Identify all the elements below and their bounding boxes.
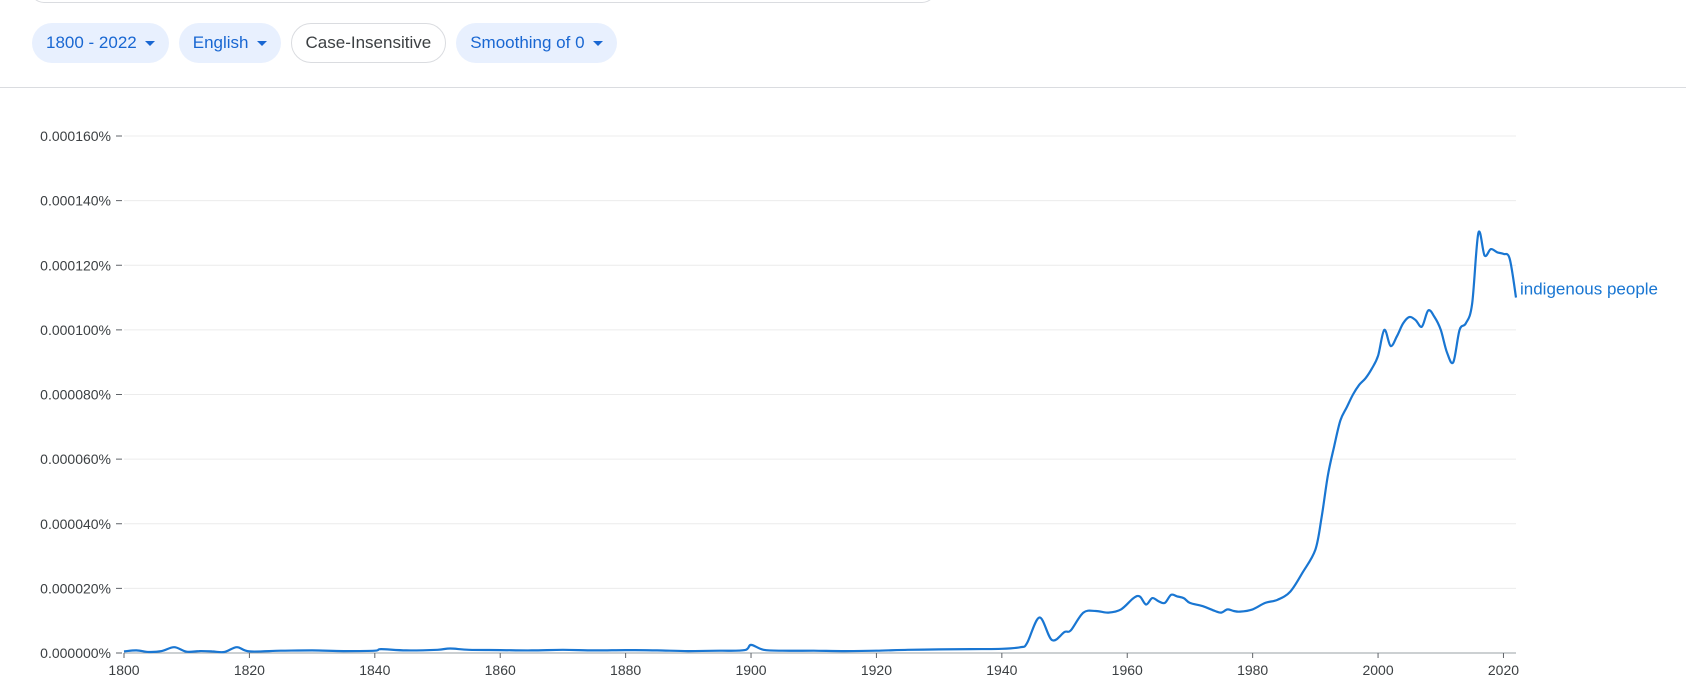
year-range-label: 1800 - 2022 xyxy=(46,33,137,52)
x-tick-label: 1960 xyxy=(1112,662,1143,678)
filter-bar: 1800 - 2022 English Case-Insensitive Smo… xyxy=(32,23,617,63)
y-tick-label: 0.000060% xyxy=(40,451,111,467)
case-label: Case-Insensitive xyxy=(305,33,432,52)
chevron-down-icon xyxy=(592,40,603,46)
smoothing-dropdown[interactable]: Smoothing of 0 xyxy=(456,23,617,63)
x-axis: 1800 1820 1840 1860 1880 1900 1920 1940 1960 1980… xyxy=(108,652,1519,678)
x-tick-label: 1860 xyxy=(485,662,516,678)
y-tick-label: 0.000100% xyxy=(40,322,111,338)
year-range-dropdown[interactable]: 1800 - 2022 xyxy=(32,23,169,63)
series-layer: indigenous people xyxy=(123,230,1658,654)
chevron-down-icon xyxy=(256,40,267,46)
x-tick-label: 1880 xyxy=(610,662,641,678)
y-tick-label: 0.000160% xyxy=(40,128,111,144)
x-tick-label: 1800 xyxy=(108,662,139,678)
divider xyxy=(0,87,1686,88)
chevron-down-icon xyxy=(144,40,155,46)
x-tick-label: 1940 xyxy=(986,662,1017,678)
x-tick-label: 2000 xyxy=(1362,662,1393,678)
y-tick-label: 0.000120% xyxy=(40,257,111,273)
y-tick-label: 0.000040% xyxy=(40,516,111,532)
series-label[interactable]: indigenous people xyxy=(1520,279,1658,298)
series-line[interactable] xyxy=(123,230,1518,654)
x-tick-label: 1840 xyxy=(359,662,390,678)
corpus-label: English xyxy=(192,33,249,52)
smoothing-label: Smoothing of 0 xyxy=(470,33,585,52)
corpus-dropdown[interactable]: English xyxy=(178,23,281,63)
ngram-line-chart: 0.000000% 0.000020% 0.000040% 0.000060% 0.00… xyxy=(40,128,1658,678)
grid-lines xyxy=(124,135,1516,589)
x-tick-label: 1980 xyxy=(1237,662,1268,678)
x-tick-label: 1900 xyxy=(735,662,766,678)
case-insensitive-toggle[interactable]: Case-Insensitive xyxy=(290,23,447,63)
y-tick-label: 0.000000% xyxy=(40,645,111,661)
y-tick-label: 0.000140% xyxy=(40,193,111,209)
x-tick-label: 1820 xyxy=(234,662,265,678)
y-axis: 0.000000% 0.000020% 0.000040% 0.000060% 0.00… xyxy=(40,128,122,661)
y-tick-label: 0.000020% xyxy=(40,580,111,596)
search-box[interactable] xyxy=(30,0,936,3)
x-tick-label: 1920 xyxy=(861,662,892,678)
y-tick-label: 0.000080% xyxy=(40,387,111,403)
x-tick-label: 2020 xyxy=(1488,662,1519,678)
